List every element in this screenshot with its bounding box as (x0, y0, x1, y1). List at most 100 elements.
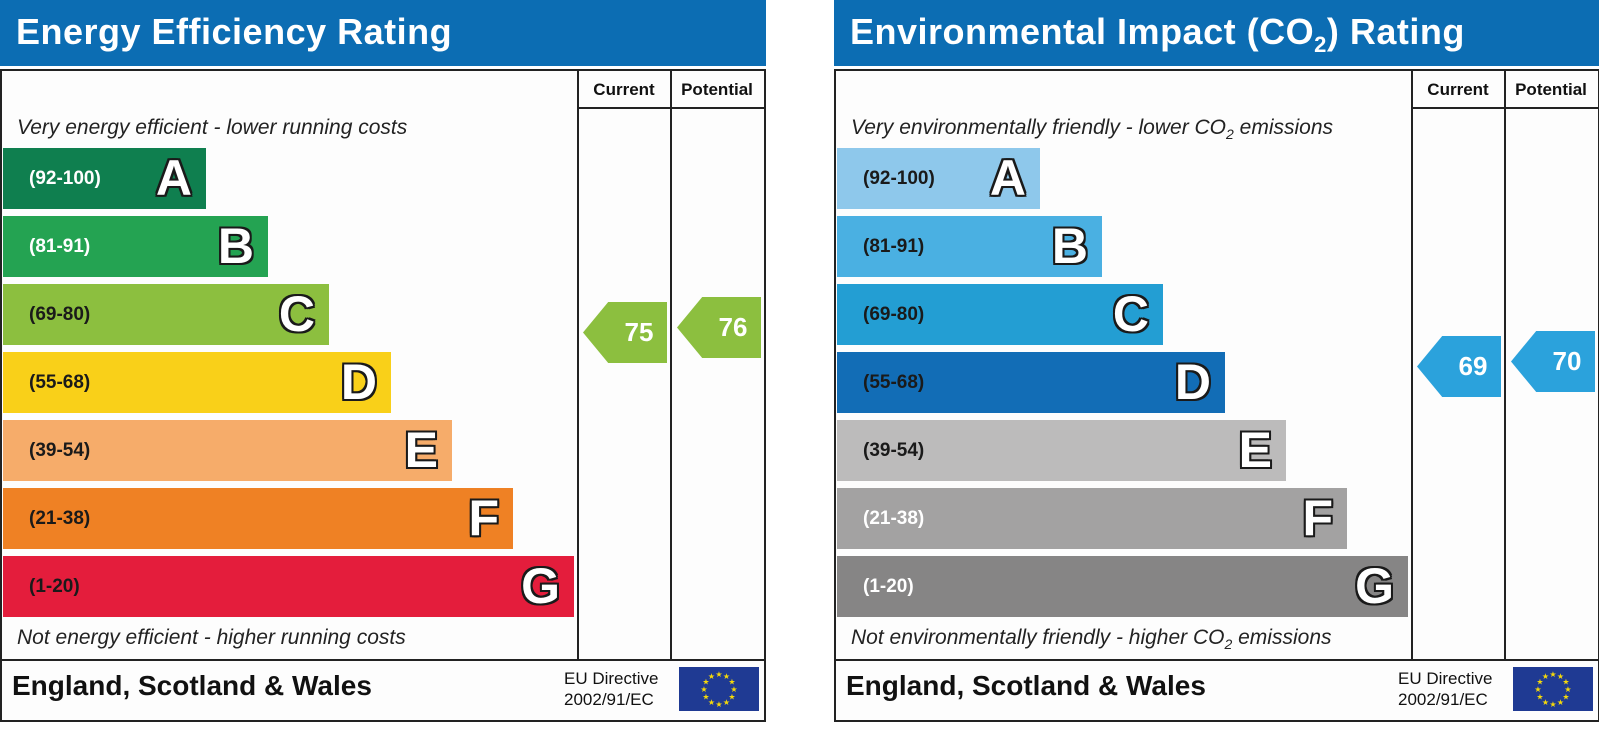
rating-band-c: (69-80) C (837, 284, 1163, 345)
band-letter-label: C (278, 286, 315, 342)
rating-band-c: (69-80) C (3, 284, 329, 345)
rating-band-d: (55-68) D (837, 352, 1225, 413)
eu-star-icon: ★ (1562, 678, 1569, 687)
potential-column-header: Potential (1515, 80, 1587, 99)
current-rating-value: 75 (624, 317, 654, 347)
region-label: England, Scotland & Wales (12, 670, 372, 701)
rating-band-f: (21-38) F (3, 488, 513, 549)
rating-band-b: (81-91) B (837, 216, 1102, 277)
band-letter-label: E (1238, 422, 1272, 478)
band-range-label: (69-80) (29, 304, 91, 325)
footer-divider (834, 659, 1598, 661)
band-range-label: (21-38) (29, 508, 91, 529)
band-range-label: (69-80) (863, 304, 925, 325)
band-letter-label: D (340, 354, 377, 410)
band-range-label: (81-91) (29, 236, 91, 257)
directive-line-1: EU Directive (564, 669, 659, 688)
band-range-label: (55-68) (29, 372, 91, 393)
rating-band-f: (21-38) F (837, 488, 1347, 549)
rating-band-g: (1-20) G (837, 556, 1408, 617)
band-range-label: (81-91) (863, 236, 925, 257)
potential-rating-value: 76 (718, 312, 748, 342)
eu-flag-icon: ★ ★ ★ ★ ★ ★ ★ ★ ★ ★ ★ ★ (679, 667, 759, 711)
band-range-label: (55-68) (863, 372, 925, 393)
rating-band-a: (92-100) A (837, 148, 1040, 209)
band-letter-label: C (1112, 286, 1149, 342)
eu-directive-text: EU Directive 2002/91/EC (564, 668, 658, 710)
rating-band-d: (55-68) D (3, 352, 391, 413)
band-range-label: (92-100) (29, 168, 101, 189)
panel-title: Energy Efficiency Rating (16, 11, 453, 52)
band-range-label: (21-38) (863, 508, 925, 529)
rating-band-g: (1-20) G (3, 556, 574, 617)
band-letter-label: G (1355, 558, 1394, 614)
column-divider (670, 69, 672, 661)
eu-star-icon: ★ (708, 698, 715, 707)
band-letter-label: B (217, 218, 254, 274)
top-caption: Very environmentally friendly - lower CO… (851, 116, 1334, 143)
eu-star-icon: ★ (1536, 678, 1543, 687)
eu-star-icon: ★ (1562, 693, 1569, 702)
eu-star-icon: ★ (702, 678, 709, 687)
eu-star-icon: ★ (1534, 685, 1541, 694)
band-range-label: (1-20) (863, 576, 914, 597)
eu-star-icon: ★ (708, 672, 715, 681)
rating-band-e: (39-54) E (3, 420, 452, 481)
band-letter-label: B (1051, 218, 1088, 274)
band-letter-label: F (1302, 490, 1333, 546)
column-divider (1411, 69, 1413, 661)
column-divider (577, 69, 579, 661)
column-divider (1504, 69, 1506, 661)
rating-band-a: (92-100) A (3, 148, 206, 209)
band-letter-label: A (989, 150, 1026, 206)
panel-title: Environmental Impact (CO2) Rating (850, 11, 1465, 58)
region-label: England, Scotland & Wales (846, 670, 1206, 701)
title-bar: Energy Efficiency Rating (0, 0, 766, 66)
potential-rating-value: 70 (1552, 346, 1582, 376)
eu-star-icon: ★ (728, 693, 735, 702)
eu-star-icon: ★ (700, 685, 707, 694)
eu-directive-text: EU Directive 2002/91/EC (1398, 668, 1492, 710)
band-letter-label: D (1174, 354, 1211, 410)
title-bar: Environmental Impact (CO2) Rating (834, 0, 1599, 66)
eu-star-icon: ★ (730, 685, 737, 694)
energy-efficiency-panel: Energy Efficiency Rating Current Potenti… (0, 0, 766, 722)
band-range-label: (39-54) (863, 440, 925, 461)
eu-star-icon: ★ (1564, 685, 1571, 694)
eu-star-icon: ★ (715, 700, 722, 709)
eu-star-icon: ★ (1557, 698, 1564, 707)
directive-line-1: EU Directive (1398, 669, 1493, 688)
eu-star-icon: ★ (715, 670, 722, 679)
bottom-caption: Not energy efficient - higher running co… (17, 626, 406, 649)
band-range-label: (92-100) (863, 168, 935, 189)
rating-band-b: (81-91) B (3, 216, 268, 277)
eu-star-icon: ★ (1549, 670, 1556, 679)
band-letter-label: E (404, 422, 438, 478)
eu-star-icon: ★ (1549, 700, 1556, 709)
header-divider (1411, 107, 1598, 109)
directive-line-2: 2002/91/EC (564, 690, 654, 709)
directive-line-2: 2002/91/EC (1398, 690, 1488, 709)
eu-star-icon: ★ (728, 678, 735, 687)
eu-star-icon: ★ (1557, 672, 1564, 681)
band-letter-label: G (521, 558, 560, 614)
potential-column-header: Potential (681, 80, 753, 99)
eu-star-icon: ★ (723, 698, 730, 707)
top-caption: Very energy efficient - lower running co… (17, 116, 408, 139)
band-range-label: (1-20) (29, 576, 80, 597)
band-range-label: (39-54) (29, 440, 91, 461)
current-column-header: Current (1427, 80, 1489, 99)
rating-band-e: (39-54) E (837, 420, 1286, 481)
eu-star-icon: ★ (702, 693, 709, 702)
eu-star-icon: ★ (723, 672, 730, 681)
band-letter-label: A (155, 150, 192, 206)
eu-flag-icon: ★ ★ ★ ★ ★ ★ ★ ★ ★ ★ ★ ★ (1513, 667, 1593, 711)
environmental-impact-panel: Environmental Impact (CO2) Rating Curren… (834, 0, 1599, 722)
current-rating-value: 69 (1458, 351, 1488, 381)
current-column-header: Current (593, 80, 655, 99)
band-letter-label: F (468, 490, 499, 546)
bottom-caption: Not environmentally friendly - higher CO… (851, 626, 1332, 653)
header-divider (577, 107, 764, 109)
eu-star-icon: ★ (1542, 698, 1549, 707)
eu-star-icon: ★ (1536, 693, 1543, 702)
